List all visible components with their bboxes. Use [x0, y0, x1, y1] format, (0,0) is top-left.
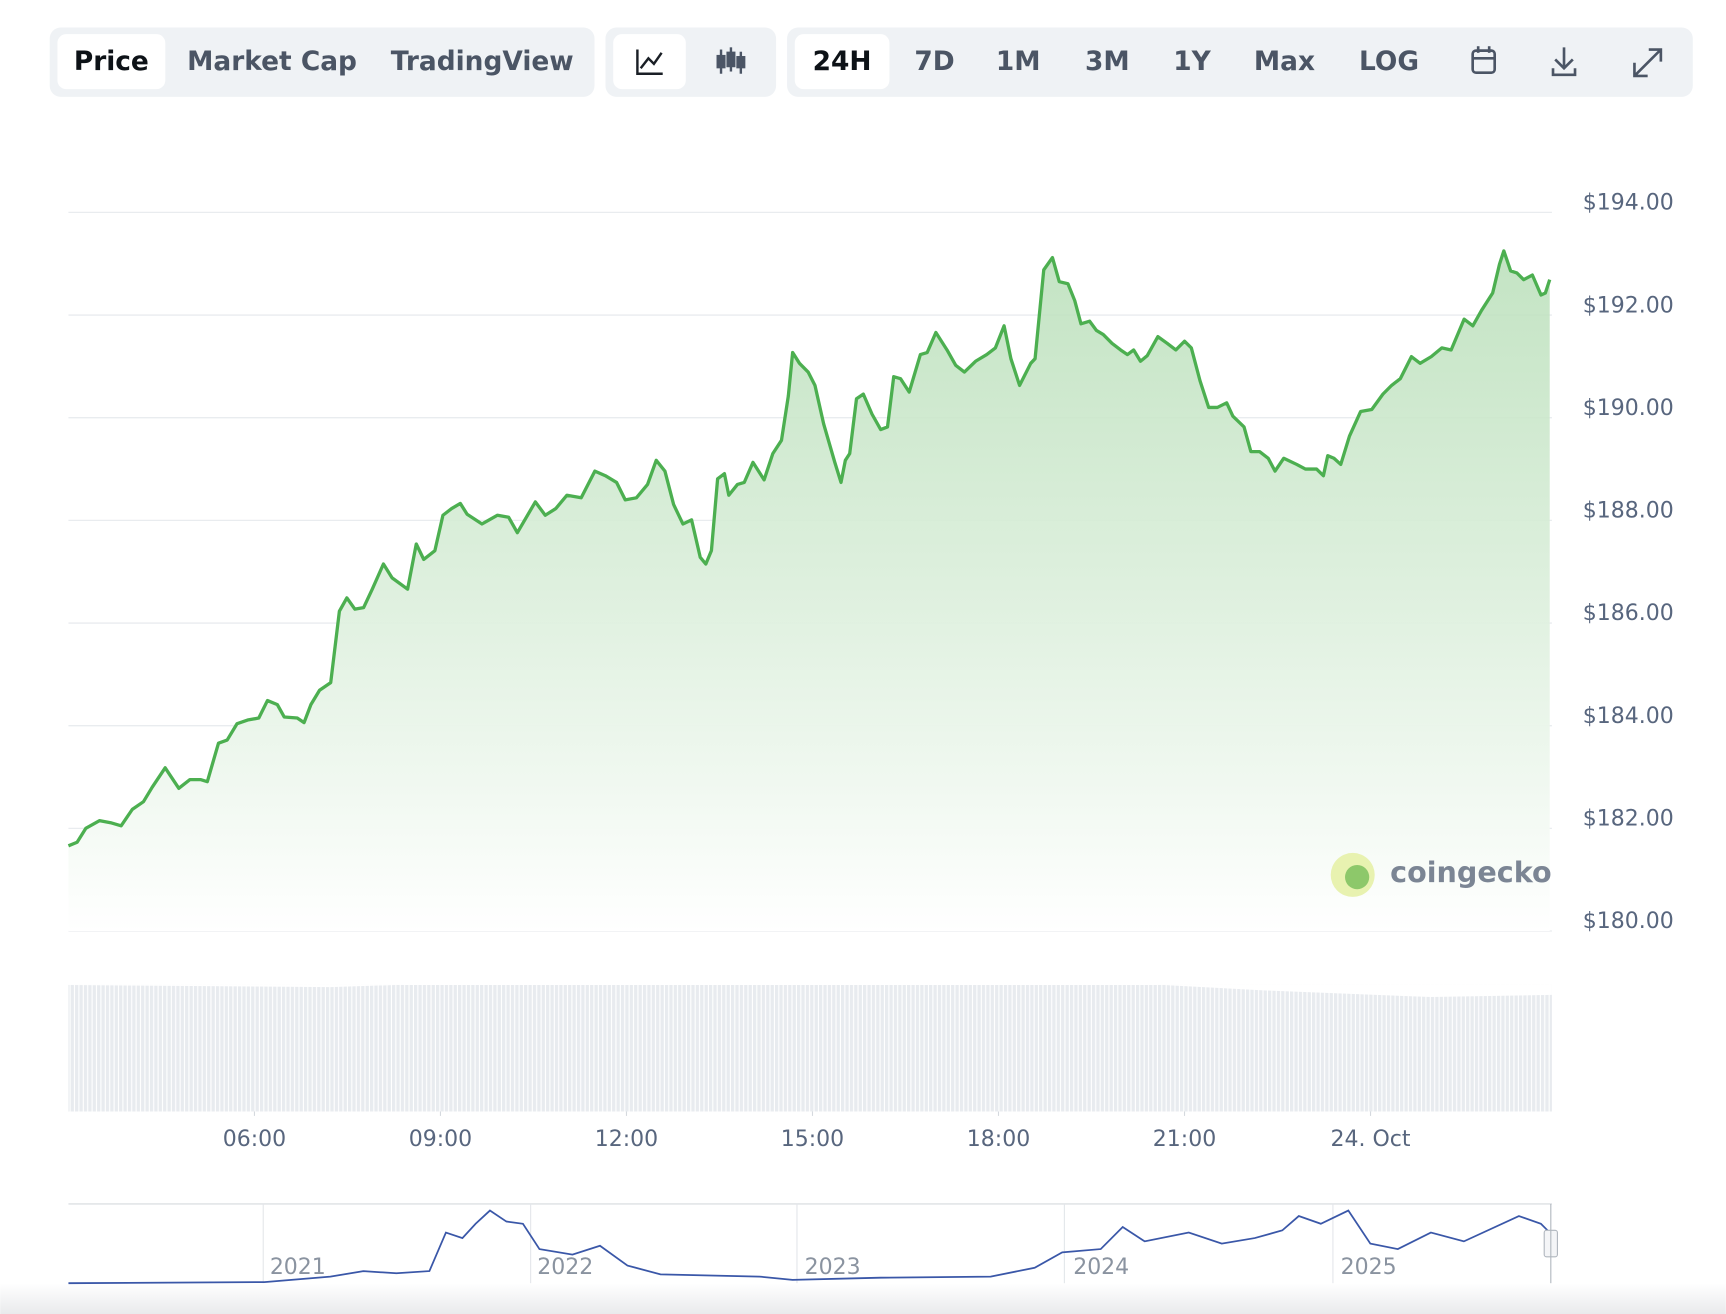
- y-tick-label: $182.00: [1583, 807, 1674, 832]
- range-button[interactable]: 7D: [914, 46, 954, 77]
- volume-top: [68, 973, 1552, 998]
- area-fill: [68, 250, 1550, 932]
- range-button[interactable]: 3M: [1085, 46, 1130, 77]
- tab-button[interactable]: TradingView: [391, 46, 574, 77]
- tab-button[interactable]: Market Cap: [187, 46, 357, 77]
- watermark-text: coingecko: [1390, 855, 1552, 889]
- y-tick-label: $186.00: [1583, 601, 1674, 626]
- watermark: coingecko: [1330, 852, 1552, 897]
- y-tick-label: $190.00: [1583, 396, 1674, 421]
- y-tick-label: $184.00: [1583, 704, 1674, 729]
- range-button[interactable]: Max: [1254, 46, 1315, 77]
- line-icon: [636, 49, 663, 75]
- navigator-label: 2021: [270, 1255, 326, 1280]
- range-button[interactable]: 1Y: [1173, 46, 1211, 77]
- candle-icon[interactable]: [716, 47, 746, 74]
- bottom-strip: [0, 1283, 1726, 1314]
- navigator-line: [68, 1209, 1551, 1285]
- active-range: [794, 34, 890, 90]
- download-icon[interactable]: [1551, 47, 1577, 77]
- navigator-label: 2025: [1341, 1255, 1397, 1280]
- price-line: [67, 249, 1552, 848]
- logo-gecko: [1345, 864, 1370, 890]
- plot-area: $194.00 $192.00 $190.00 $188.00 $186.00 $184.…: [67, 191, 1674, 1152]
- range-button[interactable]: 24H: [813, 46, 872, 77]
- x-tick-label: 06:00: [223, 1127, 286, 1152]
- view-group: [49, 27, 595, 97]
- x-tick-label: 18:00: [967, 1127, 1030, 1152]
- y-tick-label: $180.00: [1583, 909, 1674, 934]
- x-tick-label: 24. Oct: [1331, 1127, 1411, 1152]
- volume-bars: [68, 984, 1552, 1112]
- range-button[interactable]: LOG: [1359, 46, 1419, 77]
- navigator-label: 2024: [1073, 1255, 1129, 1280]
- range-button[interactable]: 1M: [996, 46, 1041, 77]
- navigator-label: 2023: [805, 1255, 861, 1280]
- fullscreen-icon[interactable]: [1633, 48, 1663, 78]
- x-tick-label: 09:00: [409, 1127, 472, 1152]
- y-tick-label: $188.00: [1583, 499, 1674, 524]
- y-tick-label: $194.00: [1583, 191, 1674, 216]
- x-tick-label: 15:00: [781, 1127, 844, 1152]
- active-tab: [57, 34, 166, 90]
- line-type-button[interactable]: [613, 34, 686, 90]
- navigator-label: 2022: [537, 1255, 593, 1280]
- tab-button[interactable]: Price: [74, 46, 149, 77]
- toolbar: Price Market Cap TradingView 24H 7D 1M 3…: [49, 27, 1693, 97]
- navigator-dividers: [262, 1203, 1334, 1284]
- y-tick-label: $192.00: [1583, 293, 1674, 318]
- calendar-icon[interactable]: [1471, 46, 1497, 74]
- navigator: 2021 2022 2023 2024 2025: [0, 1203, 1726, 1314]
- x-tick-label: 12:00: [595, 1127, 658, 1152]
- range-group: [787, 27, 1693, 97]
- x-tick-label: 21:00: [1153, 1127, 1216, 1152]
